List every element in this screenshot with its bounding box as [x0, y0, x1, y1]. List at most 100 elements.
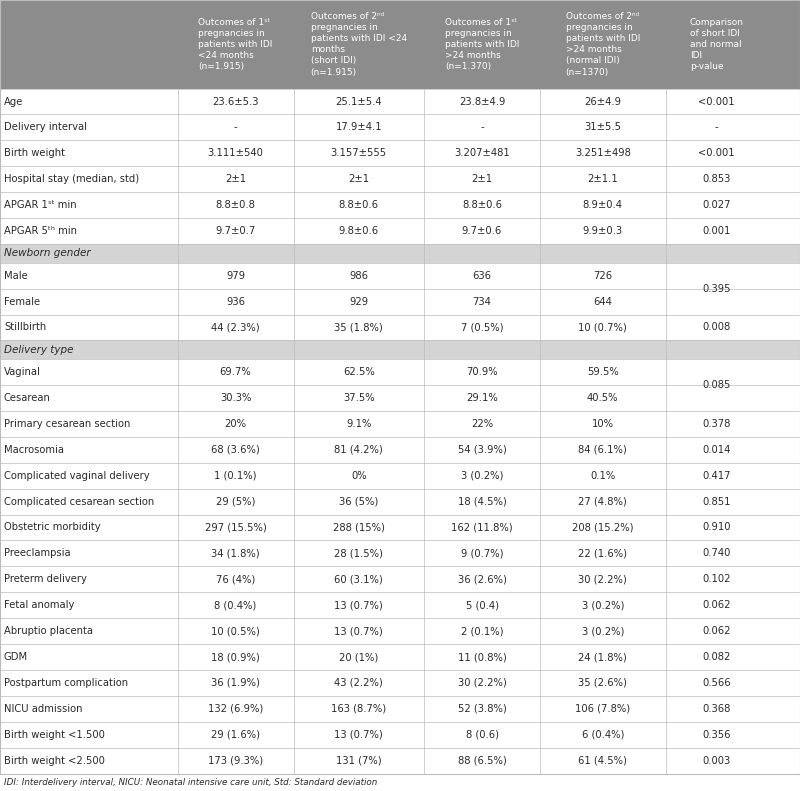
Text: 0.395: 0.395 — [702, 284, 731, 293]
Text: 0.740: 0.740 — [702, 548, 731, 558]
Text: <0.001: <0.001 — [698, 97, 735, 107]
Text: 979: 979 — [226, 271, 245, 281]
Text: <0.001: <0.001 — [698, 149, 735, 158]
Text: Birth weight <1.500: Birth weight <1.500 — [4, 730, 105, 740]
Bar — [0, 166, 800, 192]
Text: 81 (4.2%): 81 (4.2%) — [334, 445, 383, 455]
Bar — [0, 218, 800, 244]
Bar — [0, 463, 800, 489]
Text: 11 (0.8%): 11 (0.8%) — [458, 652, 506, 662]
Text: Outcomes of 1ˢᵗ
pregnancies in
patients with IDI
>24 months
(n=1.370): Outcomes of 1ˢᵗ pregnancies in patients … — [445, 17, 519, 71]
Text: 9.9±0.3: 9.9±0.3 — [582, 226, 623, 236]
Text: 0.085: 0.085 — [702, 380, 731, 390]
Text: 29 (5%): 29 (5%) — [216, 497, 255, 506]
Text: Preeclampsia: Preeclampsia — [4, 548, 70, 558]
Text: 106 (7.8%): 106 (7.8%) — [575, 704, 630, 713]
Bar — [0, 385, 800, 411]
Text: NICU admission: NICU admission — [4, 704, 82, 713]
Text: 0.851: 0.851 — [702, 497, 731, 506]
Text: Male: Male — [4, 271, 28, 281]
Text: 9.8±0.6: 9.8±0.6 — [338, 226, 379, 236]
Text: 37.5%: 37.5% — [343, 393, 374, 403]
Text: 2±1: 2±1 — [225, 174, 246, 184]
Text: 0.853: 0.853 — [702, 174, 731, 184]
Text: 5 (0.4): 5 (0.4) — [466, 600, 498, 610]
Text: 44 (2.3%): 44 (2.3%) — [211, 323, 260, 332]
Text: 0.378: 0.378 — [702, 419, 731, 429]
Text: 36 (2.6%): 36 (2.6%) — [458, 574, 506, 585]
Text: 8 (0.4%): 8 (0.4%) — [214, 600, 257, 610]
Text: Cesarean: Cesarean — [4, 393, 51, 403]
Bar — [0, 289, 800, 315]
Text: 734: 734 — [473, 297, 491, 307]
Text: 18 (0.9%): 18 (0.9%) — [211, 652, 260, 662]
Text: 34 (1.8%): 34 (1.8%) — [211, 548, 260, 558]
Text: 3.111±540: 3.111±540 — [208, 149, 263, 158]
Text: 0%: 0% — [351, 471, 366, 481]
Text: 88 (6.5%): 88 (6.5%) — [458, 755, 506, 766]
Text: 8.9±0.4: 8.9±0.4 — [583, 200, 623, 210]
Text: 0.014: 0.014 — [702, 445, 731, 455]
Text: GDM: GDM — [4, 652, 28, 662]
Text: 17.9±4.1: 17.9±4.1 — [335, 123, 382, 132]
Text: 3 (0.2%): 3 (0.2%) — [461, 471, 503, 481]
Text: 13 (0.7%): 13 (0.7%) — [334, 626, 383, 636]
Text: 22%: 22% — [471, 419, 493, 429]
Text: 9.1%: 9.1% — [346, 419, 371, 429]
Text: Macrosomia: Macrosomia — [4, 445, 64, 455]
Text: 162 (11.8%): 162 (11.8%) — [451, 523, 513, 532]
Text: 22 (1.6%): 22 (1.6%) — [578, 548, 627, 558]
Bar — [0, 192, 800, 218]
Text: 644: 644 — [594, 297, 612, 307]
Text: 23.8±4.9: 23.8±4.9 — [459, 97, 505, 107]
Text: 2±1.1: 2±1.1 — [587, 174, 618, 184]
Bar — [0, 0, 800, 89]
Text: 30.3%: 30.3% — [220, 393, 251, 403]
Text: Age: Age — [4, 97, 23, 107]
Text: 0.027: 0.027 — [702, 200, 731, 210]
Text: 62.5%: 62.5% — [343, 367, 374, 377]
Text: 59.5%: 59.5% — [587, 367, 618, 377]
Bar — [0, 411, 800, 437]
Bar — [0, 315, 800, 340]
Text: 69.7%: 69.7% — [220, 367, 251, 377]
Text: Complicated vaginal delivery: Complicated vaginal delivery — [4, 471, 150, 481]
Text: Vaginal: Vaginal — [4, 367, 41, 377]
Text: 6 (0.4%): 6 (0.4%) — [582, 730, 624, 740]
Text: APGAR 5ᵗʰ min: APGAR 5ᵗʰ min — [4, 226, 77, 236]
Text: 288 (15%): 288 (15%) — [333, 523, 385, 532]
Text: Delivery interval: Delivery interval — [4, 123, 87, 132]
Text: 7 (0.5%): 7 (0.5%) — [461, 323, 503, 332]
Text: 131 (7%): 131 (7%) — [336, 755, 382, 766]
Text: 28 (1.5%): 28 (1.5%) — [334, 548, 383, 558]
Text: 10%: 10% — [592, 419, 614, 429]
Text: 173 (9.3%): 173 (9.3%) — [208, 755, 263, 766]
Text: Preterm delivery: Preterm delivery — [4, 574, 87, 585]
Text: 8.8±0.6: 8.8±0.6 — [339, 200, 379, 210]
Text: Newborn gender: Newborn gender — [4, 248, 90, 259]
Text: 29.1%: 29.1% — [466, 393, 498, 403]
Text: 3 (0.2%): 3 (0.2%) — [582, 600, 624, 610]
Bar — [0, 489, 800, 514]
Text: Obstetric morbidity: Obstetric morbidity — [4, 523, 101, 532]
Text: 936: 936 — [226, 297, 245, 307]
Bar — [0, 670, 800, 696]
Text: 0.566: 0.566 — [702, 678, 731, 688]
Text: 61 (4.5%): 61 (4.5%) — [578, 755, 627, 766]
Bar — [0, 696, 800, 721]
Bar — [0, 115, 800, 141]
Bar — [0, 89, 800, 115]
Text: 26±4.9: 26±4.9 — [584, 97, 622, 107]
Text: Comparison
of short IDI
and normal
IDI
p-value: Comparison of short IDI and normal IDI p… — [690, 17, 744, 71]
Text: 2±1: 2±1 — [348, 174, 370, 184]
Text: Outcomes of 2ⁿᵈ
pregnancies in
patients with IDI
>24 months
(normal IDI)
(n=1370: Outcomes of 2ⁿᵈ pregnancies in patients … — [566, 12, 640, 77]
Text: 13 (0.7%): 13 (0.7%) — [334, 730, 383, 740]
Text: 0.062: 0.062 — [702, 600, 731, 610]
Text: 8.8±0.6: 8.8±0.6 — [462, 200, 502, 210]
Text: 60 (3.1%): 60 (3.1%) — [334, 574, 383, 585]
Bar — [0, 592, 800, 618]
Text: -: - — [234, 123, 238, 132]
Text: 30 (2.2%): 30 (2.2%) — [578, 574, 627, 585]
Text: 25.1±5.4: 25.1±5.4 — [335, 97, 382, 107]
Text: APGAR 1ˢᵗ min: APGAR 1ˢᵗ min — [4, 200, 77, 210]
